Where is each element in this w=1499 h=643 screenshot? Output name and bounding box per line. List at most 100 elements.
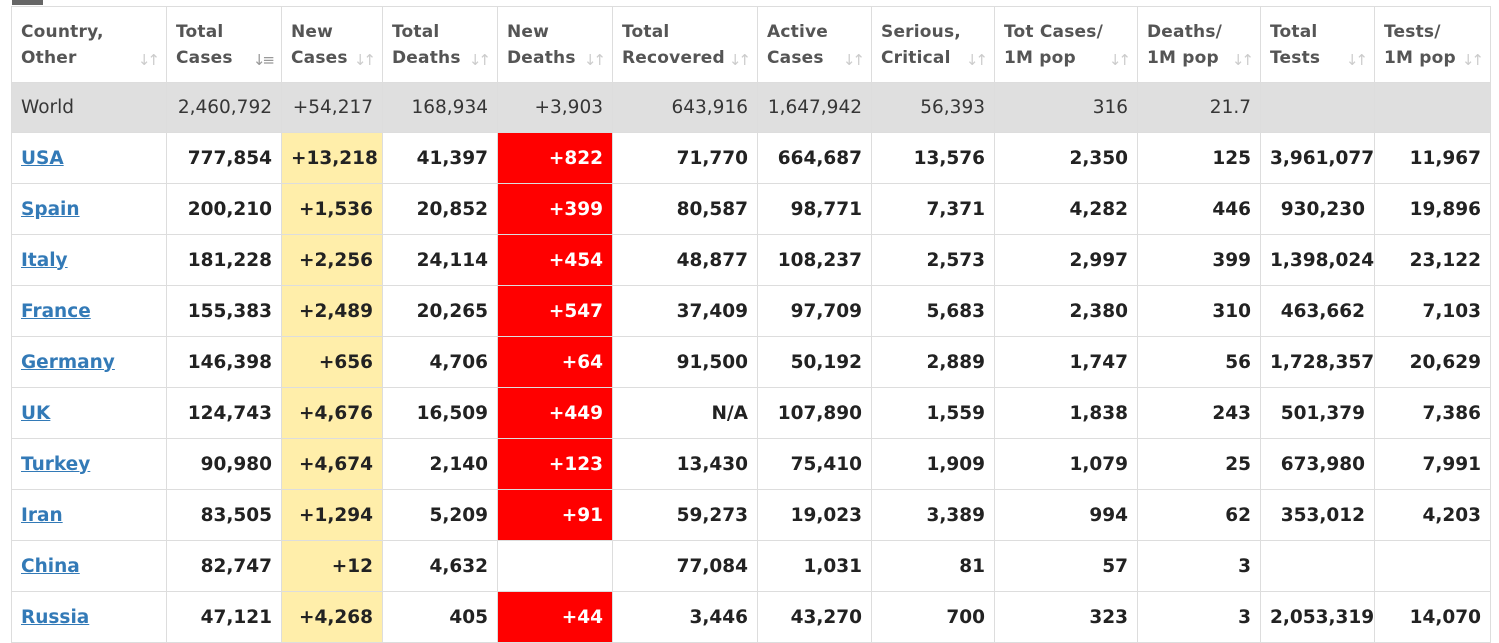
cell-total-cases: 83,505 bbox=[166, 489, 282, 541]
col-header-total-cases[interactable]: Total Cases ↓≡ bbox=[166, 6, 282, 83]
cell-total-deaths: 5,209 bbox=[382, 489, 498, 541]
sort-arrows-icon[interactable]: ↓↑ bbox=[583, 51, 606, 69]
cell-country: Russia bbox=[11, 591, 167, 643]
country-link[interactable]: Russia bbox=[21, 606, 90, 628]
cell-active-cases: 97,709 bbox=[757, 285, 872, 337]
cell-tests-per-1m: 19,896 bbox=[1374, 183, 1491, 235]
cell-tests-per-1m: 4,203 bbox=[1374, 489, 1491, 541]
col-header-serious-critical[interactable]: Serious, Critical ↓↑ bbox=[871, 6, 995, 83]
cell-new-cases: +12 bbox=[281, 540, 383, 592]
cell-total-tests: 2,053,319 bbox=[1260, 591, 1375, 643]
sort-arrows-icon[interactable]: ↓↑ bbox=[842, 51, 865, 69]
cell-country: Spain bbox=[11, 183, 167, 235]
cell-new-deaths bbox=[497, 540, 613, 592]
col-header-active-cases[interactable]: Active Cases ↓↑ bbox=[757, 6, 872, 83]
cell-total-cases: 777,854 bbox=[166, 132, 282, 184]
sort-arrows-icon[interactable]: ↓↑ bbox=[728, 51, 751, 69]
cell-country: UK bbox=[11, 387, 167, 439]
col-header-total-recovered[interactable]: Total Recovered ↓↑ bbox=[612, 6, 758, 83]
cell-total-tests: 463,662 bbox=[1260, 285, 1375, 337]
cell-active-cases: 664,687 bbox=[757, 132, 872, 184]
col-header-total-tests[interactable]: Total Tests ↓↑ bbox=[1260, 6, 1375, 83]
cell-deaths-per-1m: 21.7 bbox=[1137, 82, 1261, 133]
country-link[interactable]: USA bbox=[21, 147, 64, 169]
cell-deaths-per-1m: 3 bbox=[1137, 540, 1261, 592]
cell-tests-per-1m: 7,386 bbox=[1374, 387, 1491, 439]
cell-total-recovered: 48,877 bbox=[612, 234, 758, 286]
cell-tests-per-1m: 23,122 bbox=[1374, 234, 1491, 286]
sort-arrows-icon[interactable]: ↓↑ bbox=[1461, 51, 1484, 69]
cell-active-cases: 107,890 bbox=[757, 387, 872, 439]
cell-total-tests: 1,398,024 bbox=[1260, 234, 1375, 286]
cell-country: Italy bbox=[11, 234, 167, 286]
country-link[interactable]: Italy bbox=[21, 249, 68, 271]
cell-country: Turkey bbox=[11, 438, 167, 490]
cell-new-cases: +13,218 bbox=[281, 132, 383, 184]
sort-arrows-icon[interactable]: ↓↑ bbox=[353, 51, 376, 69]
cell-serious-critical: 700 bbox=[871, 591, 995, 643]
cell-total-deaths: 16,509 bbox=[382, 387, 498, 439]
cell-new-cases: +1,294 bbox=[281, 489, 383, 541]
cell-active-cases: 1,647,942 bbox=[757, 82, 872, 133]
sort-arrows-icon[interactable]: ↓↑ bbox=[1108, 51, 1131, 69]
cell-total-deaths: 4,632 bbox=[382, 540, 498, 592]
sort-desc-icon[interactable]: ↓≡ bbox=[252, 51, 275, 69]
cell-active-cases: 1,031 bbox=[757, 540, 872, 592]
sort-arrows-icon[interactable]: ↓↑ bbox=[965, 51, 988, 69]
country-link[interactable]: China bbox=[21, 555, 80, 577]
cell-new-cases: +54,217 bbox=[281, 82, 383, 133]
cell-tests-per-1m: 14,070 bbox=[1374, 591, 1491, 643]
cell-total-deaths: 20,265 bbox=[382, 285, 498, 337]
cell-total-recovered: 71,770 bbox=[612, 132, 758, 184]
table-row: Italy 181,228 +2,256 24,114 +454 48,877 108,23… bbox=[11, 234, 1491, 286]
cell-tot-cases-per-1m: 2,350 bbox=[994, 132, 1138, 184]
cell-tot-cases-per-1m: 1,079 bbox=[994, 438, 1138, 490]
cell-new-cases: +2,256 bbox=[281, 234, 383, 286]
country-link[interactable]: France bbox=[21, 300, 91, 322]
cell-total-cases: 155,383 bbox=[166, 285, 282, 337]
col-header-new-cases[interactable]: New Cases ↓↑ bbox=[281, 6, 383, 83]
sort-arrows-icon[interactable]: ↓↑ bbox=[1231, 51, 1254, 69]
cell-new-deaths: +64 bbox=[497, 336, 613, 388]
cell-new-cases: +4,674 bbox=[281, 438, 383, 490]
cell-total-recovered: 91,500 bbox=[612, 336, 758, 388]
country-link[interactable]: Germany bbox=[21, 351, 115, 373]
country-link[interactable]: Spain bbox=[21, 198, 80, 220]
country-link[interactable]: Turkey bbox=[21, 453, 91, 475]
col-header-total-deaths[interactable]: Total Deaths ↓↑ bbox=[382, 6, 498, 83]
col-header-new-deaths[interactable]: New Deaths ↓↑ bbox=[497, 6, 613, 83]
cell-new-deaths: +3,903 bbox=[497, 82, 613, 133]
cell-tot-cases-per-1m: 1,838 bbox=[994, 387, 1138, 439]
cell-new-deaths: +44 bbox=[497, 591, 613, 643]
cell-total-recovered: 59,273 bbox=[612, 489, 758, 541]
cell-total-cases: 47,121 bbox=[166, 591, 282, 643]
col-header-country[interactable]: Country, Other ↓↑ bbox=[11, 6, 167, 83]
col-header-deaths-per-1m[interactable]: Deaths/1M pop ↓↑ bbox=[1137, 6, 1261, 83]
cell-active-cases: 50,192 bbox=[757, 336, 872, 388]
cell-deaths-per-1m: 399 bbox=[1137, 234, 1261, 286]
cell-deaths-per-1m: 446 bbox=[1137, 183, 1261, 235]
country-link[interactable]: UK bbox=[21, 402, 51, 424]
cell-total-cases: 181,228 bbox=[166, 234, 282, 286]
tab-indicator[interactable] bbox=[12, 0, 43, 5]
col-header-tests-per-1m[interactable]: Tests/1M pop ↓↑ bbox=[1374, 6, 1491, 83]
table-row: USA 777,854 +13,218 41,397 +822 71,770 664,687… bbox=[11, 132, 1491, 184]
cell-serious-critical: 7,371 bbox=[871, 183, 995, 235]
cell-serious-critical: 2,889 bbox=[871, 336, 995, 388]
country-link[interactable]: Iran bbox=[21, 504, 63, 526]
sort-arrows-icon[interactable]: ↓↑ bbox=[137, 51, 160, 69]
sort-arrows-icon[interactable]: ↓↑ bbox=[468, 51, 491, 69]
col-header-tot-cases-per-1m[interactable]: Tot Cases/1M pop ↓↑ bbox=[994, 6, 1138, 83]
world-row: World 2,460,792 +54,217 168,934 +3,903 643,91… bbox=[11, 82, 1491, 133]
cell-new-deaths: +399 bbox=[497, 183, 613, 235]
sort-arrows-icon[interactable]: ↓↑ bbox=[1345, 51, 1368, 69]
cell-serious-critical: 56,393 bbox=[871, 82, 995, 133]
cell-active-cases: 98,771 bbox=[757, 183, 872, 235]
cell-total-recovered: 3,446 bbox=[612, 591, 758, 643]
cell-serious-critical: 13,576 bbox=[871, 132, 995, 184]
cell-total-deaths: 2,140 bbox=[382, 438, 498, 490]
cell-country: Iran bbox=[11, 489, 167, 541]
cell-total-tests: 673,980 bbox=[1260, 438, 1375, 490]
cell-total-tests: 353,012 bbox=[1260, 489, 1375, 541]
cell-tot-cases-per-1m: 1,747 bbox=[994, 336, 1138, 388]
